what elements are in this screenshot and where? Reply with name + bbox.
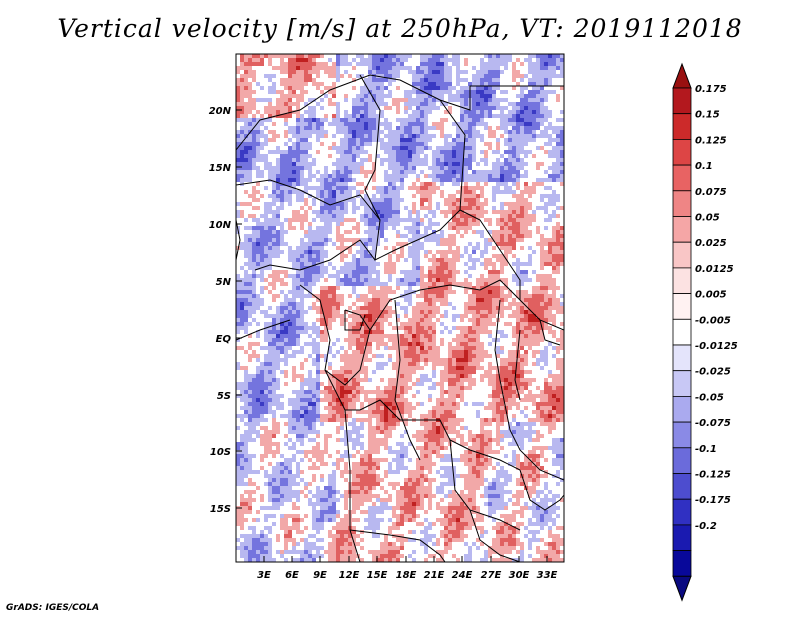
colorbar-top-arrow bbox=[672, 62, 692, 89]
colorbar-label: 0.025 bbox=[695, 238, 727, 249]
colorbar-bottom-arrow bbox=[672, 575, 692, 602]
colorbar-label: 0.175 bbox=[695, 84, 727, 95]
latitude-axis: 20N 15N 10N 5N EQ 5S 10S 15S bbox=[209, 106, 242, 515]
lat-tick-label: 10N bbox=[209, 220, 232, 231]
colorbar-segment bbox=[672, 447, 692, 474]
border-line bbox=[369, 279, 521, 331]
lon-tick-label: 18E bbox=[396, 570, 417, 581]
colorbar: 0.175 0.15 0.125 0.1 0.075 0.05 0.025 0.0125 0.0… bbox=[672, 62, 738, 602]
lon-tick-label: 6E bbox=[285, 570, 299, 581]
country-borders bbox=[236, 74, 564, 562]
colorbar-segment bbox=[672, 87, 692, 115]
lat-tick-label: 15N bbox=[209, 163, 232, 174]
colorbar-segment bbox=[672, 524, 692, 552]
colorbar-segment bbox=[672, 550, 692, 577]
colorbar-label: -0.0125 bbox=[695, 341, 738, 352]
border-line bbox=[324, 369, 521, 471]
colorbar-label: 0.005 bbox=[695, 290, 727, 301]
border-line bbox=[514, 329, 521, 401]
lon-tick-label: 3E bbox=[257, 570, 271, 581]
colorbar-segment bbox=[672, 164, 692, 192]
lat-tick-label: 5S bbox=[217, 391, 231, 402]
colorbar-label: 0.0125 bbox=[695, 264, 734, 275]
colorbar-segment bbox=[672, 216, 692, 243]
border-line bbox=[349, 529, 446, 562]
colorbar-segment bbox=[672, 190, 692, 217]
border-line bbox=[344, 409, 361, 562]
border-line bbox=[494, 299, 564, 481]
colorbar-label: 0.15 bbox=[695, 110, 720, 121]
colorbar-label: -0.1 bbox=[695, 444, 717, 455]
lat-tick-label: EQ bbox=[216, 334, 232, 345]
border-line bbox=[236, 74, 564, 151]
colorbar-label: -0.075 bbox=[695, 418, 731, 429]
colorbar-segment bbox=[672, 395, 692, 423]
colorbar-label: -0.005 bbox=[695, 315, 731, 326]
colorbar-segment bbox=[672, 113, 692, 140]
colorbar-segment bbox=[672, 370, 692, 397]
lat-tick-label: 15S bbox=[210, 504, 231, 515]
lat-tick-label: 5N bbox=[216, 277, 232, 288]
colorbar-label: 0.1 bbox=[695, 161, 713, 172]
grads-credit: GrADS: IGES/COLA bbox=[6, 603, 100, 613]
lon-tick-label: 15E bbox=[367, 570, 388, 581]
border-line bbox=[254, 239, 376, 271]
lat-tick-label: 10S bbox=[210, 447, 231, 458]
colorbar-segment bbox=[672, 421, 692, 449]
colorbar-label: -0.125 bbox=[695, 470, 731, 481]
colorbar-segment bbox=[672, 344, 692, 372]
border-line bbox=[539, 319, 561, 346]
vertical-velocity-field bbox=[236, 54, 564, 562]
colorbar-segment bbox=[672, 267, 692, 294]
border-line bbox=[236, 319, 291, 341]
border-line bbox=[344, 310, 366, 331]
colorbar-segment bbox=[672, 498, 692, 526]
lon-tick-label: 30E bbox=[509, 570, 530, 581]
lon-tick-label: 12E bbox=[339, 570, 360, 581]
lon-tick-label: 9E bbox=[313, 570, 327, 581]
lon-tick-label: 33E bbox=[537, 570, 558, 581]
colorbar-label: -0.175 bbox=[695, 495, 731, 506]
border-line bbox=[519, 469, 564, 511]
colorbar-label: -0.05 bbox=[695, 392, 724, 403]
colorbar-label: 0.125 bbox=[695, 135, 727, 146]
colorbar-segment bbox=[672, 318, 692, 346]
chart-title: Vertical velocity [m/s] at 250hPa, VT: 2… bbox=[57, 14, 743, 43]
lat-tick-label: 20N bbox=[209, 106, 232, 117]
border-line bbox=[394, 299, 421, 461]
lon-tick-label: 21E bbox=[424, 570, 445, 581]
colorbar-label: 0.05 bbox=[695, 213, 720, 224]
border-line bbox=[236, 219, 241, 261]
lon-tick-label: 24E bbox=[452, 570, 473, 581]
colorbar-label: 0.075 bbox=[695, 187, 727, 198]
colorbar-segment bbox=[672, 138, 692, 166]
border-line bbox=[236, 179, 381, 221]
colorbar-segment bbox=[672, 293, 692, 320]
colorbar-label: -0.025 bbox=[695, 367, 731, 378]
colorbar-segment bbox=[672, 473, 692, 500]
colorbar-segment bbox=[672, 241, 692, 269]
border-line bbox=[469, 509, 521, 562]
lon-tick-label: 27E bbox=[481, 570, 502, 581]
map-frame bbox=[235, 53, 565, 563]
longitude-axis: 3E 6E 9E 12E 15E 18E 21E 24E 27E 30E 33E bbox=[257, 556, 558, 581]
colorbar-label: -0.2 bbox=[695, 521, 717, 532]
